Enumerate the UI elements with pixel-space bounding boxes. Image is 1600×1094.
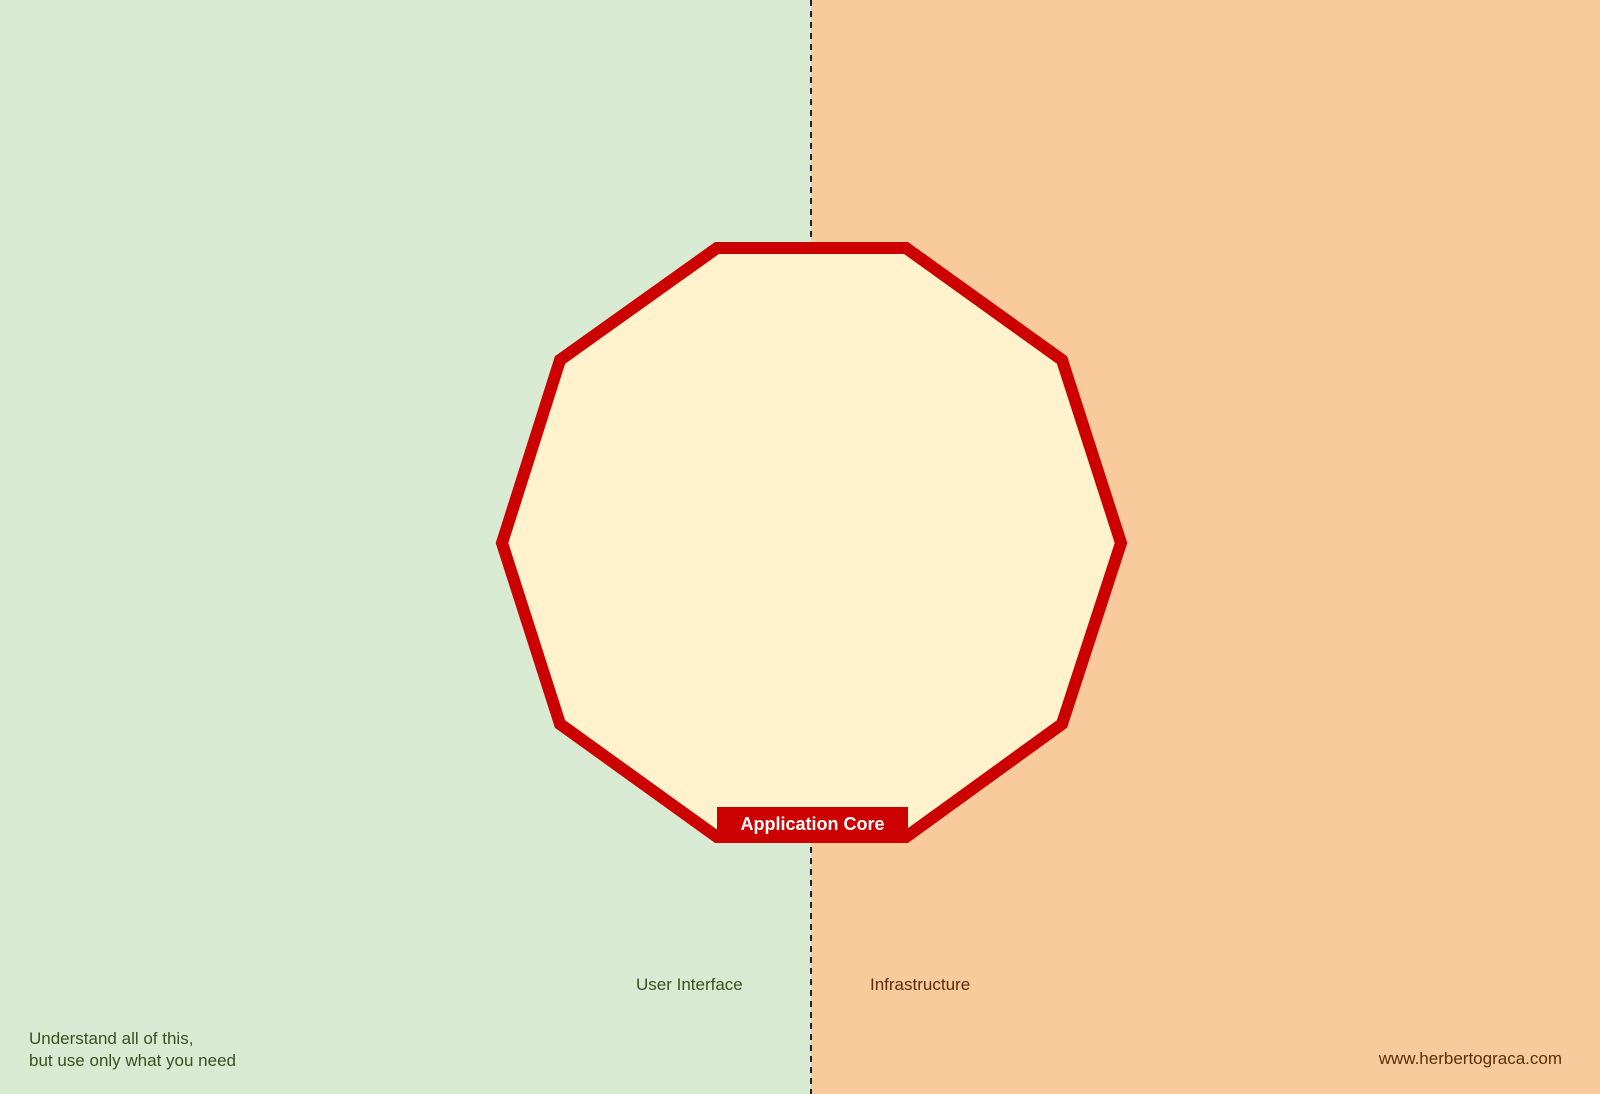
user-interface-label: User Interface [636,975,743,994]
application-core-label: Application Core [717,807,908,842]
application-core-decagon [495,242,1128,843]
footer-note-line1: Understand all of this, [29,1029,194,1048]
footer-note-line2: but use only what you need [29,1051,236,1070]
infrastructure-label: Infrastructure [870,975,971,994]
footer-note: Understand all of this, but use only wha… [29,1028,236,1072]
website-link[interactable]: www.herbertograca.com [1378,1049,1562,1068]
